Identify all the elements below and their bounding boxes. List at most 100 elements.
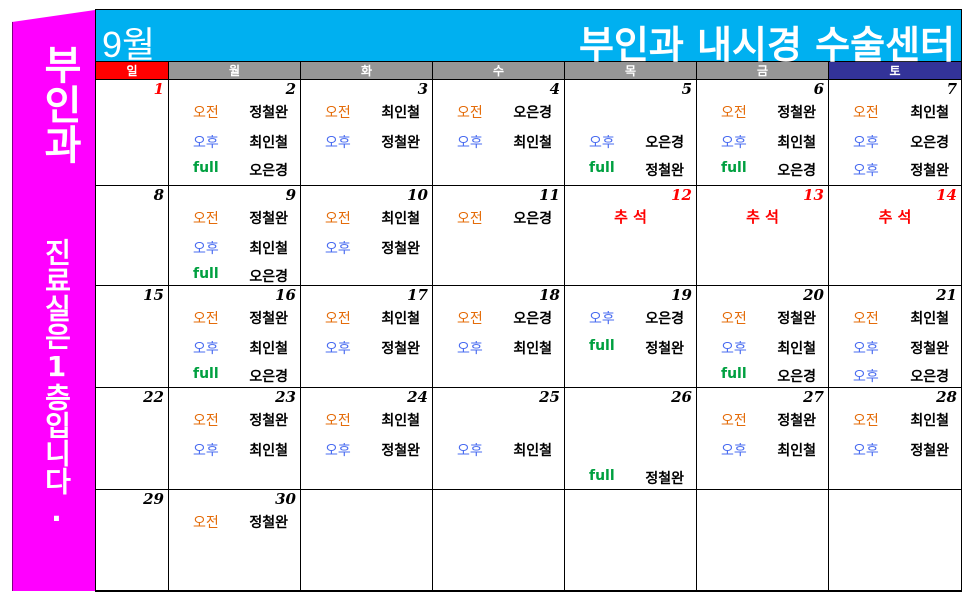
day-cell[interactable]: 1	[96, 80, 169, 185]
day-cell[interactable]: 16 오전 정철완 오후 최인철 full 오은경	[169, 286, 301, 387]
day-number: 2	[285, 80, 296, 98]
doctor-name: 정철완	[645, 341, 684, 357]
day-cell[interactable]	[829, 490, 961, 590]
day-cell[interactable]: 25 오후 최인철	[433, 388, 565, 489]
day-cell[interactable]: 11 오전 오은경	[433, 186, 565, 285]
doctor-name: 최인철	[777, 443, 816, 459]
day-number: 25	[539, 388, 560, 406]
schedule-entry: full 정철완	[565, 338, 696, 358]
day-cell[interactable]: 12 추 석	[565, 186, 697, 285]
doctor-name: 오은경	[777, 369, 816, 385]
schedule-entry: 오전 최인철	[301, 410, 432, 430]
doctor-name: 정철완	[910, 443, 949, 459]
doctor-name: 정철완	[249, 105, 288, 121]
schedule-entry: 오후 최인철	[169, 238, 300, 258]
shift-label: 오전	[325, 311, 351, 327]
day-cell[interactable]: 22	[96, 388, 169, 489]
shift-label: 오전	[457, 211, 483, 227]
day-cell[interactable]	[697, 490, 829, 590]
day-number: 6	[813, 80, 824, 98]
week-row: 29 30 오전 정철완	[96, 490, 961, 591]
day-cell[interactable]	[433, 490, 565, 590]
day-cell[interactable]: 27 오전 정철완 오후 최인철	[697, 388, 829, 489]
day-cell[interactable]: 4 오전 오은경 오후 최인철	[433, 80, 565, 185]
schedule-entry: 오전 오은경	[433, 102, 564, 122]
schedule-entry: 오후 최인철	[169, 440, 300, 460]
day-cell[interactable]: 10 오전 최인철 오후 정철완	[301, 186, 433, 285]
day-number: 24	[407, 388, 428, 406]
day-cell[interactable]: 2 오전 정철완 오후 최인철 full 오은경	[169, 80, 301, 185]
doctor-name: 최인철	[513, 443, 552, 459]
day-cell[interactable]	[301, 490, 433, 590]
day-number: 26	[671, 388, 692, 406]
doctor-name: 최인철	[513, 341, 552, 357]
doctor-name: 오은경	[513, 311, 552, 327]
doctor-name: 오은경	[513, 211, 552, 227]
shift-label: 오후	[193, 241, 219, 257]
day-cell[interactable]: 29	[96, 490, 169, 590]
day-number: 13	[803, 186, 824, 204]
doctor-name: 정철완	[645, 471, 684, 487]
doctor-name: 최인철	[777, 341, 816, 357]
schedule-entry: 오전 정철완	[169, 410, 300, 430]
schedule-entry: 오전 정철완	[697, 102, 828, 122]
day-cell[interactable]: 13 추 석	[697, 186, 829, 285]
day-number: 1	[153, 80, 164, 98]
shift-label: 오전	[721, 413, 747, 429]
doctor-name: 정철완	[910, 163, 949, 179]
day-cell[interactable]: 28 오전 최인철 오후 정철완	[829, 388, 961, 489]
doctor-name: 정철완	[249, 515, 288, 531]
day-cell[interactable]: 7 오전 최인철 오후 오은경 오후 정철완	[829, 80, 961, 185]
schedule-entry: 오전 정철완	[697, 410, 828, 430]
day-cell[interactable]: 17 오전 최인철 오후 정철완	[301, 286, 433, 387]
day-cell[interactable]: 6 오전 정철완 오후 최인철 full 오은경	[697, 80, 829, 185]
shift-label: 오후	[721, 341, 747, 357]
shift-label: full	[589, 338, 615, 354]
day-cell[interactable]: 20 오전 정철완 오후 최인철 full 오은경	[697, 286, 829, 387]
shift-label: 오전	[721, 311, 747, 327]
shift-label: 오후	[853, 341, 879, 357]
weekday-2: 화	[301, 62, 433, 80]
day-cell[interactable]: 23 오전 정철완 오후 최인철	[169, 388, 301, 489]
doctor-name: 정철완	[249, 311, 288, 327]
day-cell[interactable]	[565, 490, 697, 590]
schedule-entry: full 정철완	[565, 160, 696, 180]
shift-label: full	[193, 366, 219, 382]
schedule-entry: 오후 정철완	[301, 132, 432, 152]
day-cell[interactable]: 18 오전 오은경 오후 최인철	[433, 286, 565, 387]
schedule-entry: 오후 오은경	[565, 308, 696, 328]
day-cell[interactable]: 24 오전 최인철 오후 정철완	[301, 388, 433, 489]
day-cell[interactable]: 14 추 석	[829, 186, 961, 285]
day-number: 17	[407, 286, 428, 304]
day-cell[interactable]: 3 오전 최인철 오후 정철완	[301, 80, 433, 185]
doctor-name: 최인철	[513, 135, 552, 151]
day-cell[interactable]: 19 오후 오은경 full 정철완	[565, 286, 697, 387]
schedule-entry: 오후 오은경	[829, 132, 961, 152]
shift-label: 오전	[853, 311, 879, 327]
day-cell[interactable]: 30 오전 정철완	[169, 490, 301, 590]
day-cell[interactable]: 15	[96, 286, 169, 387]
day-cell[interactable]: 8	[96, 186, 169, 285]
shift-label: 오전	[325, 413, 351, 429]
doctor-name: 오은경	[513, 105, 552, 121]
day-number: 4	[549, 80, 560, 98]
day-cell[interactable]: 26 full 정철완	[565, 388, 697, 489]
schedule-entry: 오후 최인철	[697, 338, 828, 358]
doctor-name: 최인철	[777, 135, 816, 151]
day-cell[interactable]: 21 오전 최인철 오후 정철완 오후 오은경	[829, 286, 961, 387]
day-number: 28	[936, 388, 957, 406]
schedule-entry: 오후 오은경	[829, 366, 961, 386]
shift-label: 오후	[853, 443, 879, 459]
day-cell[interactable]: 5 오후 오은경 full 정철완	[565, 80, 697, 185]
doctor-name: 정철완	[777, 311, 816, 327]
schedule-entry: 오후 오은경	[565, 132, 696, 152]
shift-label: 오후	[325, 135, 351, 151]
doctor-name: 오은경	[645, 135, 684, 151]
day-number: 18	[539, 286, 560, 304]
schedule-entry: 오후 최인철	[697, 440, 828, 460]
holiday-label: 추 석	[878, 208, 912, 226]
schedule-entry: 오전 최인철	[301, 208, 432, 228]
day-cell[interactable]: 9 오전 정철완 오후 최인철 full 오은경	[169, 186, 301, 285]
doctor-name: 최인철	[910, 311, 949, 327]
